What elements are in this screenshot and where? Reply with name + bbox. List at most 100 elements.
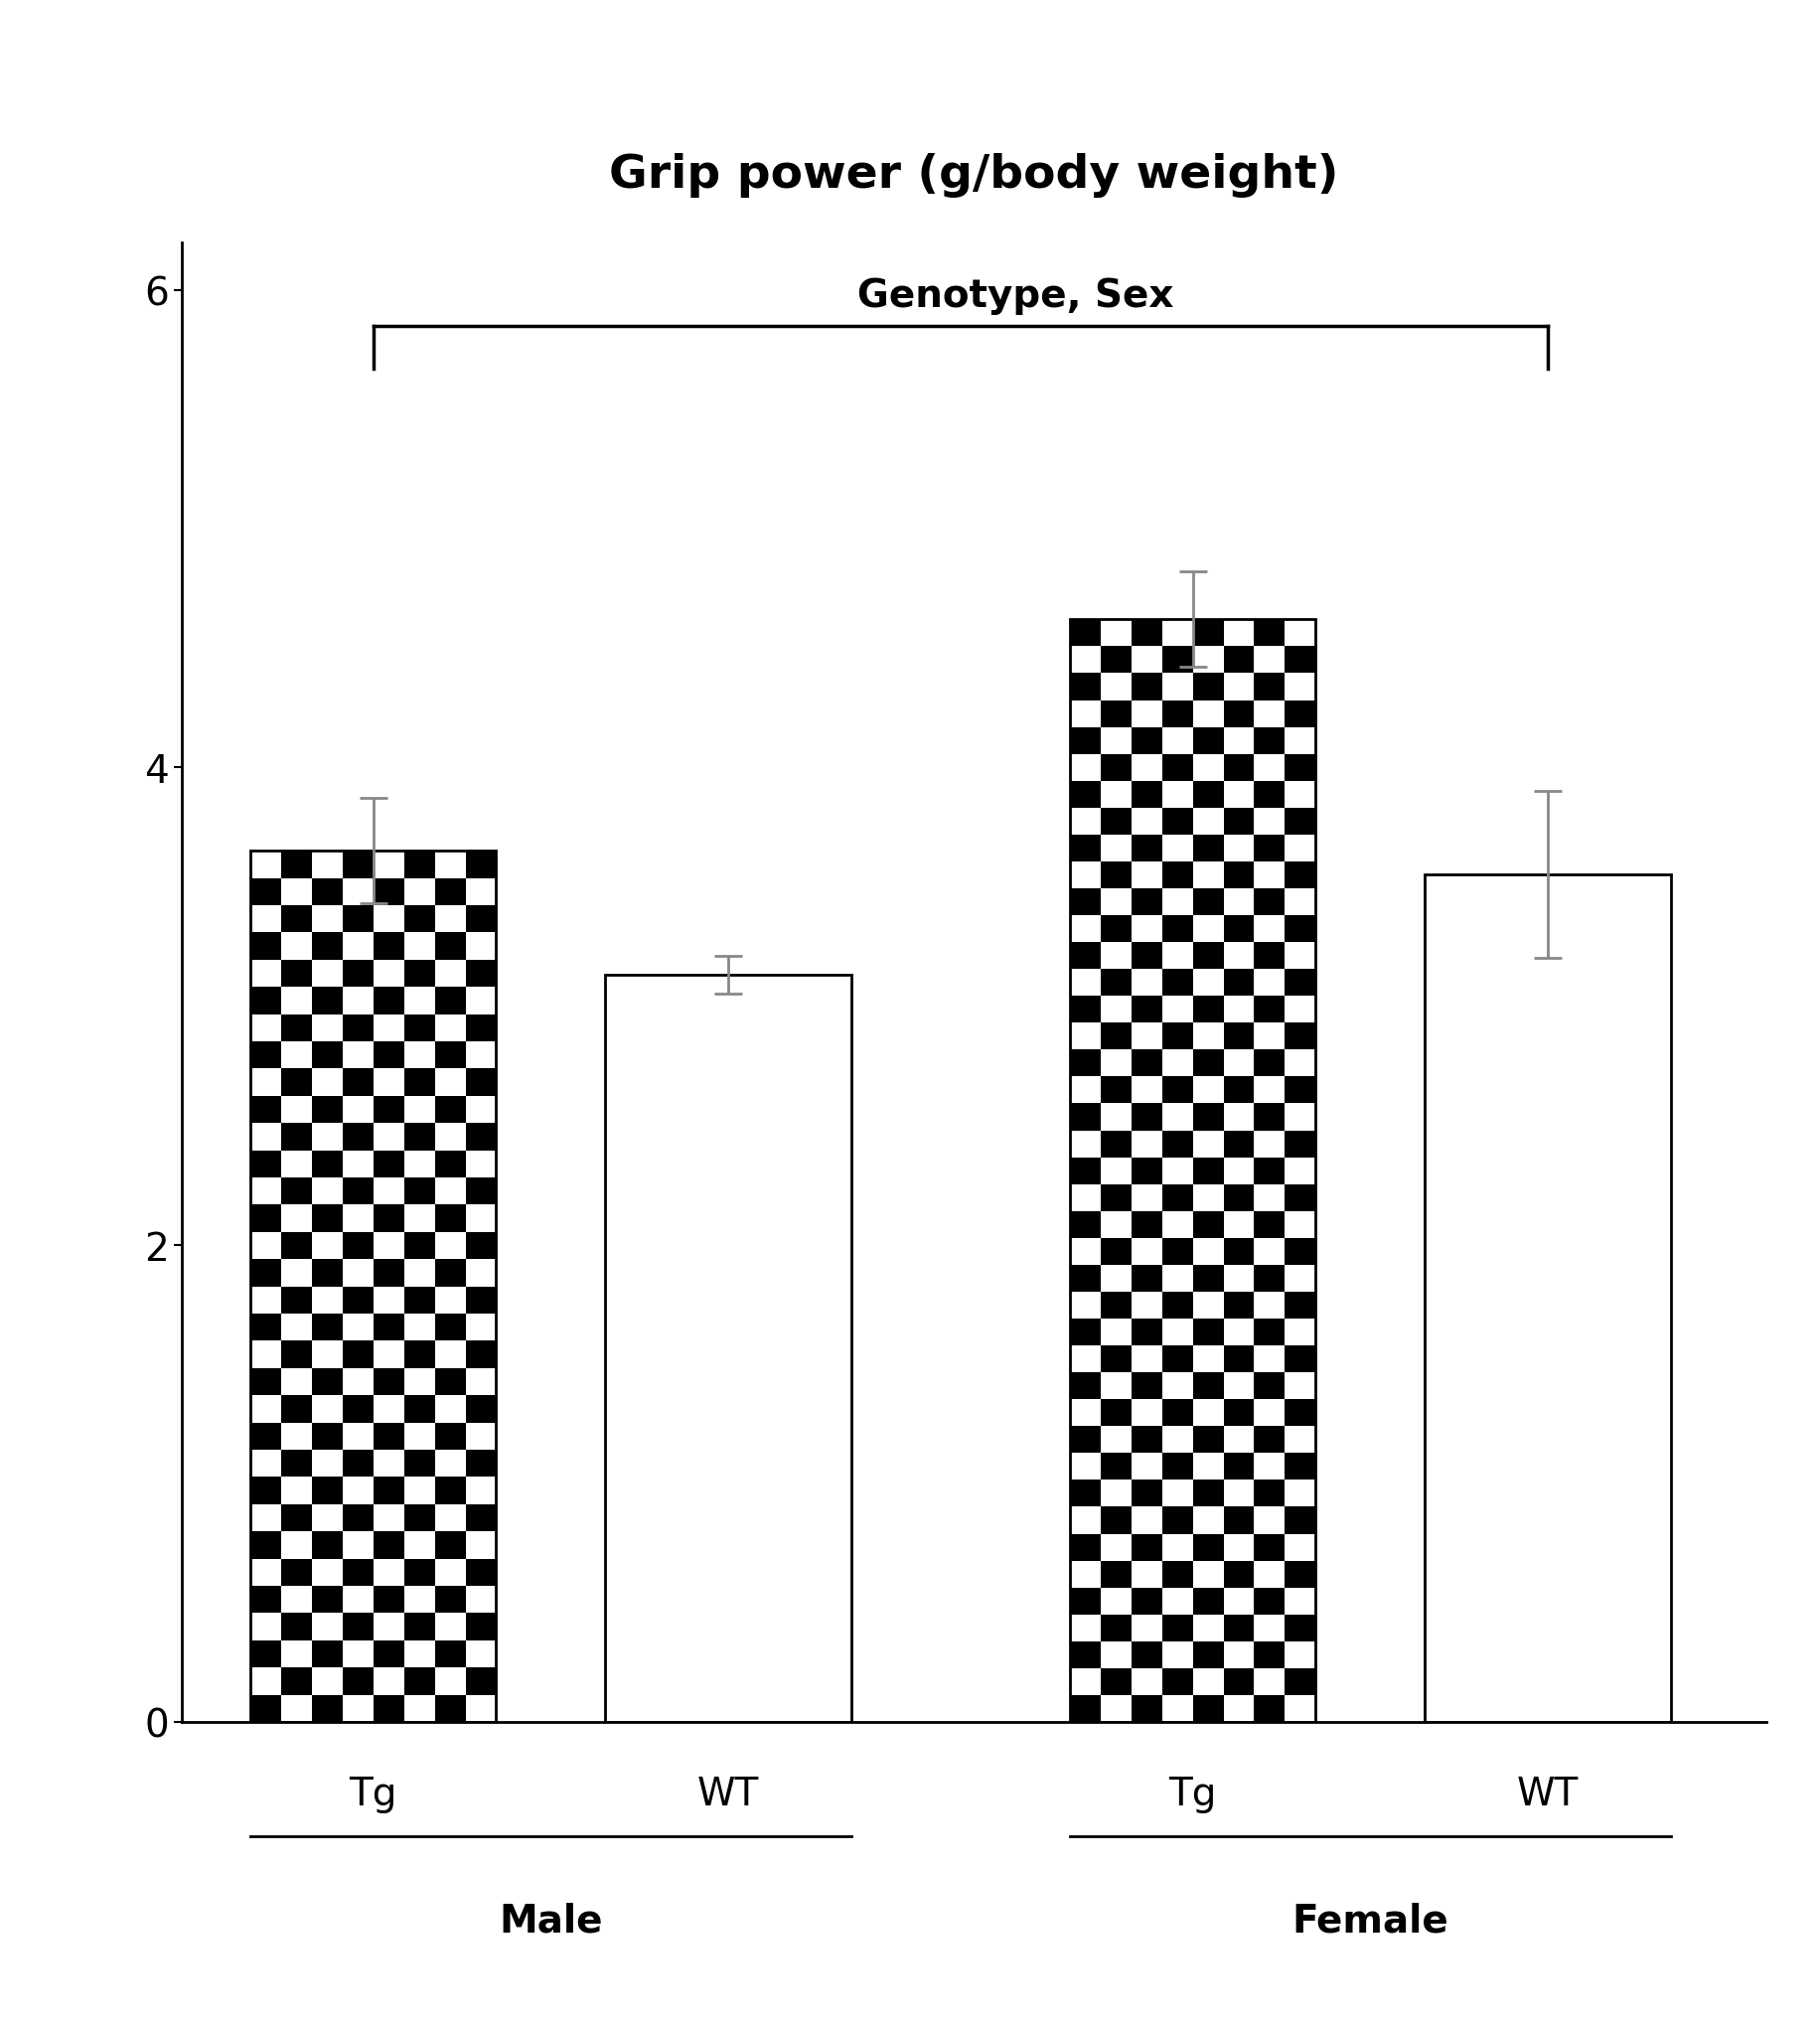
Bar	[311, 1205, 342, 1232]
Bar	[311, 1015, 342, 1041]
Bar	[373, 960, 404, 987]
Bar	[373, 1260, 404, 1287]
Bar	[404, 879, 435, 906]
Bar	[311, 1422, 342, 1451]
Bar	[1254, 889, 1285, 916]
Bar	[466, 1287, 495, 1315]
Bar	[342, 1396, 373, 1422]
Bar	[311, 1287, 342, 1315]
Bar	[1070, 1104, 1099, 1131]
Bar	[373, 1641, 404, 1667]
Bar	[251, 1015, 280, 1041]
Bar	[1070, 1696, 1099, 1722]
Bar	[1070, 1157, 1099, 1185]
Bar	[1099, 782, 1130, 808]
Bar	[1192, 1641, 1223, 1667]
Bar	[466, 1532, 495, 1558]
Bar	[466, 1041, 495, 1070]
Bar	[1130, 1023, 1161, 1049]
Bar	[466, 1613, 495, 1641]
Bar	[1161, 1374, 1192, 1400]
Bar	[1223, 1185, 1254, 1212]
Bar	[1192, 701, 1223, 727]
Bar	[342, 1041, 373, 1070]
Bar	[1254, 1641, 1285, 1667]
Bar	[1070, 1641, 1099, 1667]
Bar	[404, 960, 435, 987]
Bar	[1285, 675, 1314, 701]
Bar	[373, 1586, 404, 1613]
Bar	[311, 1696, 342, 1722]
Bar	[1161, 1507, 1192, 1534]
Bar	[1285, 1104, 1314, 1131]
Bar	[1070, 1667, 1099, 1696]
Bar	[604, 975, 852, 1722]
Bar	[280, 1070, 311, 1096]
Bar	[1192, 782, 1223, 808]
Bar	[404, 906, 435, 934]
Bar	[373, 906, 404, 934]
Bar	[280, 1041, 311, 1070]
Bar	[373, 1451, 404, 1477]
Bar	[1130, 889, 1161, 916]
Bar	[1070, 1588, 1099, 1615]
Bar	[404, 1177, 435, 1205]
Bar	[373, 1015, 404, 1041]
Bar	[373, 1232, 404, 1260]
Bar	[466, 879, 495, 906]
Bar	[1285, 1560, 1314, 1588]
Bar	[1130, 916, 1161, 942]
Bar	[1130, 1696, 1161, 1722]
Bar	[435, 1315, 466, 1341]
Bar	[251, 934, 280, 960]
Bar	[1130, 1157, 1161, 1185]
Bar	[1099, 1185, 1130, 1212]
Bar	[1070, 727, 1099, 754]
Bar	[1130, 1131, 1161, 1157]
Bar	[311, 1177, 342, 1205]
Bar	[1223, 701, 1254, 727]
Bar	[1099, 1104, 1130, 1131]
Bar	[1192, 727, 1223, 754]
Bar	[280, 1015, 311, 1041]
Bar	[1285, 1023, 1314, 1049]
Bar	[1161, 1560, 1192, 1588]
Bar	[251, 1505, 280, 1532]
Bar	[1254, 754, 1285, 782]
Bar	[251, 906, 280, 934]
Bar	[280, 987, 311, 1015]
Bar	[1285, 942, 1314, 970]
Bar	[1070, 1345, 1099, 1374]
Bar	[1223, 727, 1254, 754]
Bar	[1099, 1560, 1130, 1588]
Bar	[435, 1586, 466, 1613]
Bar	[1070, 782, 1099, 808]
Bar	[342, 1368, 373, 1396]
Bar	[1099, 1534, 1130, 1560]
Bar	[311, 851, 342, 879]
Bar	[1285, 754, 1314, 782]
Bar	[1285, 1696, 1314, 1722]
Bar	[1254, 1104, 1285, 1131]
Bar	[1223, 835, 1254, 861]
Bar	[373, 1041, 404, 1070]
Bar	[311, 1151, 342, 1177]
Bar	[1192, 1293, 1223, 1319]
Text: WT: WT	[1516, 1775, 1578, 1813]
Bar	[280, 1232, 311, 1260]
Bar	[1425, 875, 1671, 1722]
Bar	[1192, 1588, 1223, 1615]
Text: Genotype, Sex: Genotype, Sex	[857, 278, 1172, 314]
Bar	[251, 1396, 280, 1422]
Bar	[1254, 1560, 1285, 1588]
Bar	[342, 1558, 373, 1586]
Bar	[404, 1287, 435, 1315]
Bar	[404, 1451, 435, 1477]
Bar	[466, 960, 495, 987]
Bar	[466, 1232, 495, 1260]
Bar	[1223, 970, 1254, 997]
Bar	[404, 1477, 435, 1505]
Bar	[280, 1151, 311, 1177]
Bar	[1192, 1507, 1223, 1534]
Bar	[1070, 1078, 1099, 1104]
